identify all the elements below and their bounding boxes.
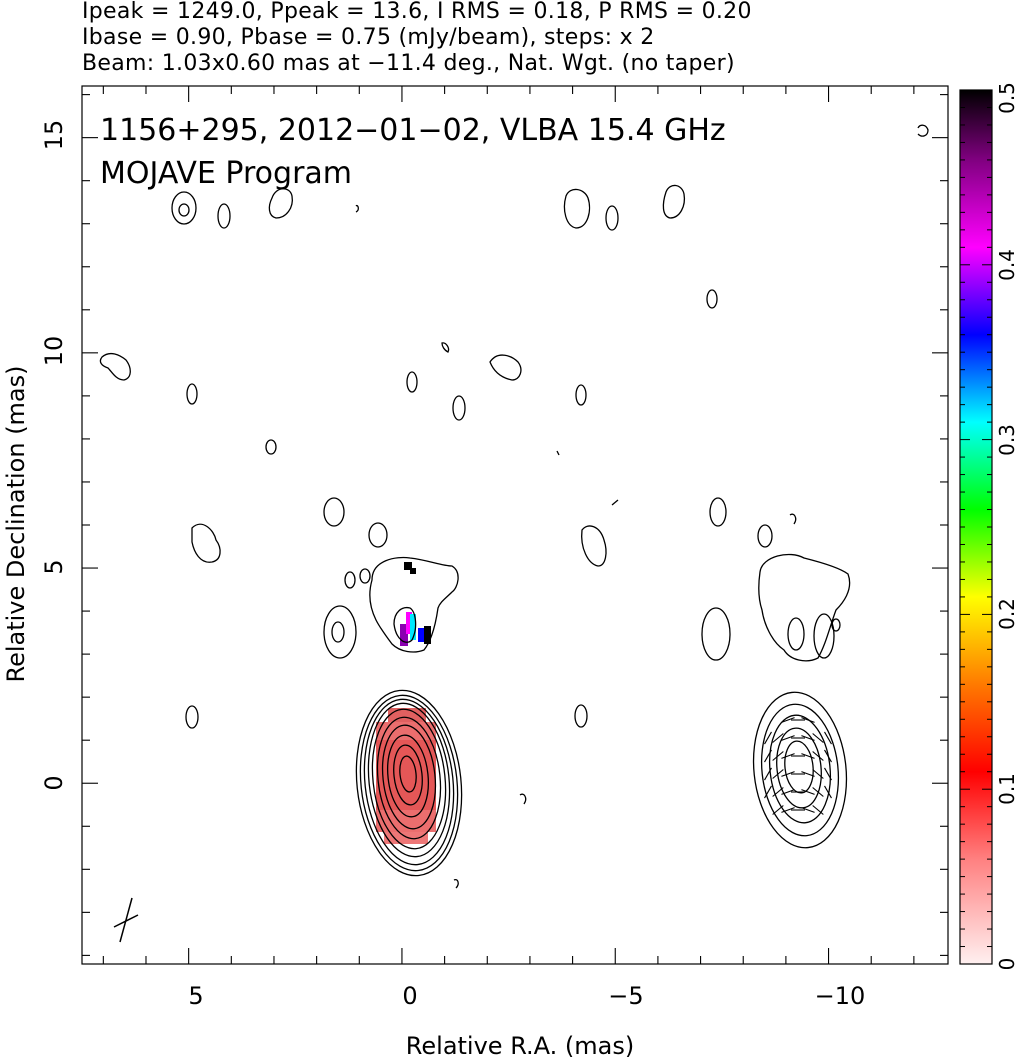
y-tick-label-0: 0 [40, 775, 68, 790]
colorbar-tick-labels: 0 0.1 0.2 0.3 0.4 0.5 [995, 82, 1019, 970]
jet-polarization-pixels [400, 562, 431, 646]
header-line-2: Ibase = 0.90, Pbase = 0.75 (mJy/beam), s… [82, 25, 655, 50]
evpa-stick [772, 787, 784, 797]
plot-subtitle: MOJAVE Program [100, 156, 352, 191]
x-axis-label: Relative R.A. (mas) [406, 1032, 634, 1060]
x-tick-label-minus5: −5 [608, 982, 643, 1010]
axis-tick-labels: 5 0 −5 −10 0 5 10 15 [40, 120, 865, 1010]
colorbar-ticks [960, 89, 992, 965]
evpa-stick [812, 769, 824, 779]
evpa-stick [781, 735, 795, 741]
header-line-1: Ipeak = 1249.0, Ppeak = 13.6, I RMS = 0.… [82, 0, 752, 24]
evpa-stick [781, 753, 795, 759]
x-tick-label-minus10: −10 [815, 982, 866, 1010]
evpa-stick [801, 807, 815, 813]
evpa-stick [781, 717, 795, 723]
colorbar-label-0: 0 [995, 958, 1019, 971]
colorbar [959, 89, 993, 965]
colorbar-label-04: 0.4 [995, 249, 1019, 281]
evpa-stick [812, 787, 824, 797]
evpa-stick [772, 769, 784, 779]
x-tick-label-0: 0 [402, 982, 417, 1010]
evpa-stick [824, 785, 832, 799]
evpa-stick [812, 733, 824, 743]
evpa-stick [781, 771, 795, 777]
evpa-stick [772, 805, 784, 815]
right-core-contours [752, 691, 848, 849]
beam-marker [113, 897, 139, 943]
evpa-stick [812, 751, 824, 761]
map-contents [99, 124, 929, 943]
colorbar-label-05: 0.5 [995, 82, 1019, 114]
y-tick-label-10: 10 [40, 336, 68, 367]
header-line-3: Beam: 1.03x0.60 mas at −11.4 deg., Nat. … [82, 51, 735, 76]
evpa-stick [812, 805, 824, 815]
evpa-stick [764, 785, 772, 799]
core-contours [355, 689, 463, 877]
evpa-stick [801, 735, 815, 741]
evpa-stick [781, 807, 795, 813]
colorbar-label-01: 0.1 [995, 773, 1019, 805]
y-tick-label-5: 5 [40, 559, 68, 574]
axis-ticks [82, 86, 948, 964]
colorbar-label-02: 0.2 [995, 598, 1019, 630]
evpa-stick [824, 731, 832, 745]
evpa-stick [824, 767, 832, 781]
evpa-stick [801, 717, 815, 723]
y-tick-label-15: 15 [40, 120, 68, 151]
evpa-stick [764, 767, 772, 781]
y-axis-label: Relative Declination (mas) [2, 365, 30, 682]
evpa-stick [801, 753, 815, 759]
evpa-stick [781, 789, 795, 795]
evpa-stick [801, 771, 815, 777]
evpa-stick [772, 733, 784, 743]
evpa-stick [764, 749, 772, 763]
plot-title: 1156+295, 2012−01−02, VLBA 15.4 GHz [100, 113, 726, 148]
evpa-stick [772, 751, 784, 761]
x-tick-label-5: 5 [188, 982, 203, 1010]
evpa-stick [764, 731, 772, 745]
colorbar-label-03: 0.3 [995, 424, 1019, 456]
jet-contours [99, 124, 929, 889]
evpa-stick [824, 749, 832, 763]
plot-frame [81, 85, 949, 965]
evpa-stick [801, 789, 815, 795]
polarization-vectors [764, 717, 832, 815]
